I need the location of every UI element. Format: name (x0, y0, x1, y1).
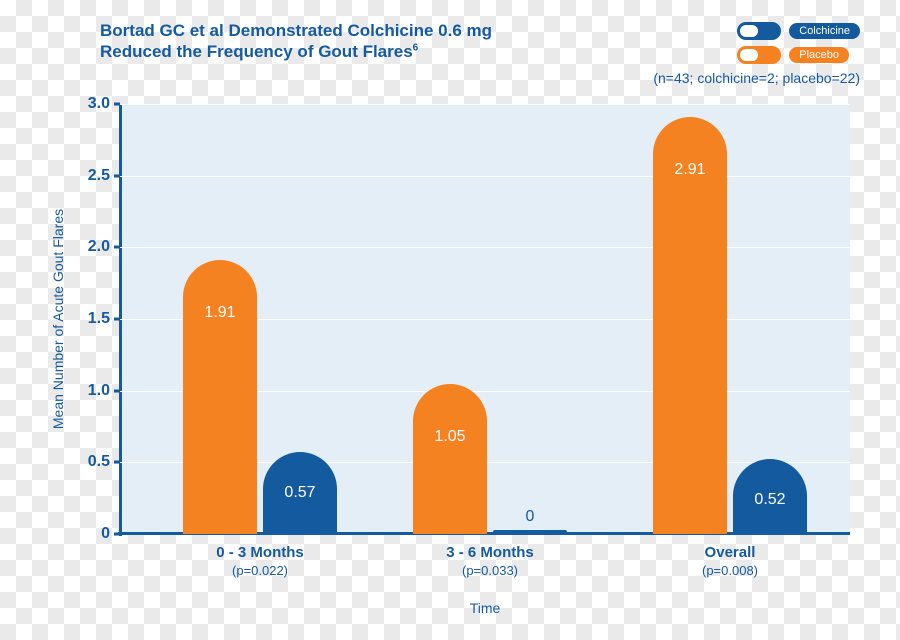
ytick-mark (114, 533, 120, 536)
ytick-mark (114, 389, 120, 392)
bar-value-colchicine: 0.52 (754, 491, 785, 509)
ytick-mark (114, 103, 120, 106)
bar-colchicine: 0.57 (263, 452, 337, 534)
bar-colchicine: 0 (493, 530, 567, 534)
bar-value-placebo: 2.91 (674, 161, 705, 179)
bar-group: 1.0503 - 6 Months(p=0.033) (413, 384, 567, 535)
bar-value-colchicine: 0.57 (284, 484, 315, 502)
category-pvalue: (p=0.033) (446, 563, 534, 578)
bar-group: 1.910.570 - 3 Months(p=0.022) (183, 260, 337, 534)
legend: Colchicine Placebo (737, 22, 860, 64)
category-pvalue: (p=0.022) (216, 563, 304, 578)
legend-item-placebo: Placebo (737, 46, 849, 64)
ytick-mark (114, 174, 120, 177)
pill-icon-placebo (737, 46, 781, 64)
ytick-mark (114, 246, 120, 249)
bar-placebo: 2.91 (653, 117, 727, 534)
ytick-label: 1.0 (88, 382, 110, 400)
ytick-label: 3.0 (88, 95, 110, 113)
bar-value-placebo: 1.05 (434, 428, 465, 446)
category-name: Overall (702, 544, 758, 561)
ytick-label: 2.5 (88, 167, 110, 185)
ytick-label: 0 (101, 525, 110, 543)
pill-icon-colchicine (737, 22, 781, 40)
category-name: 0 - 3 Months (216, 544, 304, 561)
bar-group: 2.910.52Overall(p=0.008) (653, 117, 807, 534)
category-label: 3 - 6 Months (p=0.033) (446, 544, 534, 578)
category-name: 3 - 6 Months (446, 544, 534, 561)
chart-subtext: (n=43; colchicine=2; placebo=22) (653, 70, 860, 86)
ytick-label: 0.5 (88, 453, 110, 471)
plot-area: Mean Number of Acute Gout Flares Time 00… (120, 104, 850, 534)
category-label: Overall (p=0.008) (702, 544, 758, 578)
grid-line (120, 104, 850, 105)
ytick-label: 2.0 (88, 238, 110, 256)
ytick-label: 1.5 (88, 310, 110, 328)
title-line2: Reduced the Frequency of Gout Flares (100, 42, 413, 61)
legend-item-colchicine: Colchicine (737, 22, 860, 40)
title-sup: 6 (413, 43, 419, 54)
bar-placebo: 1.91 (183, 260, 257, 534)
category-label: 0 - 3 Months (p=0.022) (216, 544, 304, 578)
chart-title: Bortad GC et al Demonstrated Colchicine … (100, 20, 580, 63)
ytick-mark (114, 318, 120, 321)
bar-colchicine: 0.52 (733, 459, 807, 534)
y-axis-label: Mean Number of Acute Gout Flares (50, 209, 66, 429)
category-pvalue: (p=0.008) (702, 563, 758, 578)
chart-stage: Bortad GC et al Demonstrated Colchicine … (30, 20, 870, 620)
x-axis-label: Time (470, 600, 501, 616)
legend-label-colchicine: Colchicine (789, 23, 860, 39)
bar-value-placebo: 1.91 (204, 304, 235, 322)
legend-label-placebo: Placebo (789, 47, 849, 63)
bar-placebo: 1.05 (413, 384, 487, 535)
title-line1: Bortad GC et al Demonstrated Colchicine … (100, 21, 492, 40)
bar-value-colchicine: 0 (526, 508, 535, 526)
ytick-mark (114, 461, 120, 464)
